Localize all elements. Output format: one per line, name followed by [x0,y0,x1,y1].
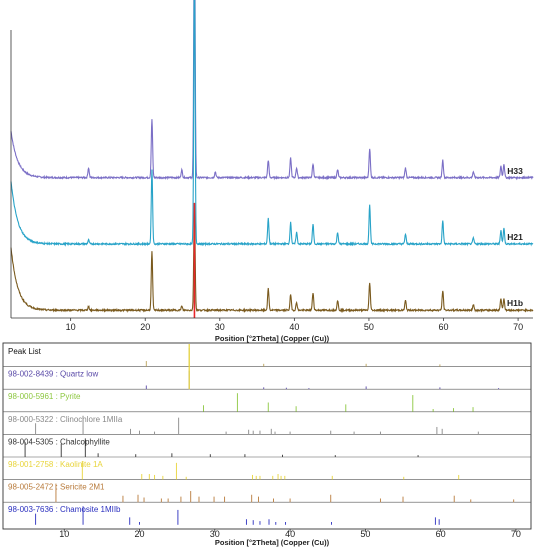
series-label-h1b: H1b [507,298,523,308]
diffractogram-x-tick-label: 70 [513,322,523,332]
reference-pattern-label: 98-000-5322 : Clinochlore 1MIIa [8,415,123,424]
reference-pattern-panel: Peak List 98-002-8439 : Quartz low 98-000-… [2,342,532,547]
reference-pattern-label: 98-000-5961 : Pyrite [8,392,81,401]
diffractogram-x-tick-label: 50 [364,322,374,332]
series-line-h33 [10,0,534,181]
reference-x-tick-label: 30 [210,529,220,539]
reference-x-tick-label: 60 [436,529,446,539]
reference-x-tick-label: 70 [511,529,521,539]
reference-pattern-frame [2,342,532,530]
series-label-h21: H21 [507,232,523,242]
peak-list-label: Peak List [8,347,42,356]
diffractogram-x-tick-label: 60 [439,322,449,332]
reference-pattern-label: 98-002-8439 : Quartz low [8,370,98,379]
reference-x-tick-label: 40 [285,529,295,539]
reference-pattern-label: 98-004-5305 : Chalcophyllite [8,437,110,446]
series-line-h21 [10,0,534,247]
reference-x-tick-label: 10 [59,529,69,539]
diffractogram-x-tick-label: 40 [289,322,299,332]
diffractogram-x-tick-label: 20 [140,322,150,332]
diffractogram-x-tick-label: 10 [66,322,76,332]
reference-pattern-label: 98-005-2472 : Sericite 2M1 [8,483,105,492]
reference-pattern-x-axis-title: Position [°2Theta] (Copper (Cu)) [215,538,330,547]
diffractogram-x-tick-label: 30 [215,322,225,332]
reference-pattern-label: 98-003-7636 : Chamosite 1MIIb [8,505,121,514]
reference-x-tick-label: 20 [135,529,145,539]
series-line-h1b [10,202,534,314]
reference-x-tick-label: 50 [360,529,370,539]
diffractogram-x-axis-title: Position [°2Theta] (Copper (Cu)) [215,334,330,343]
diffractogram-panel: H33 H21 H1b 10 20 30 40 50 60 70 Position [°2The… [10,0,534,343]
series-label-h33: H33 [507,166,523,176]
reference-pattern-label: 98-001-2758 : Kaolinite 1A [8,460,103,469]
